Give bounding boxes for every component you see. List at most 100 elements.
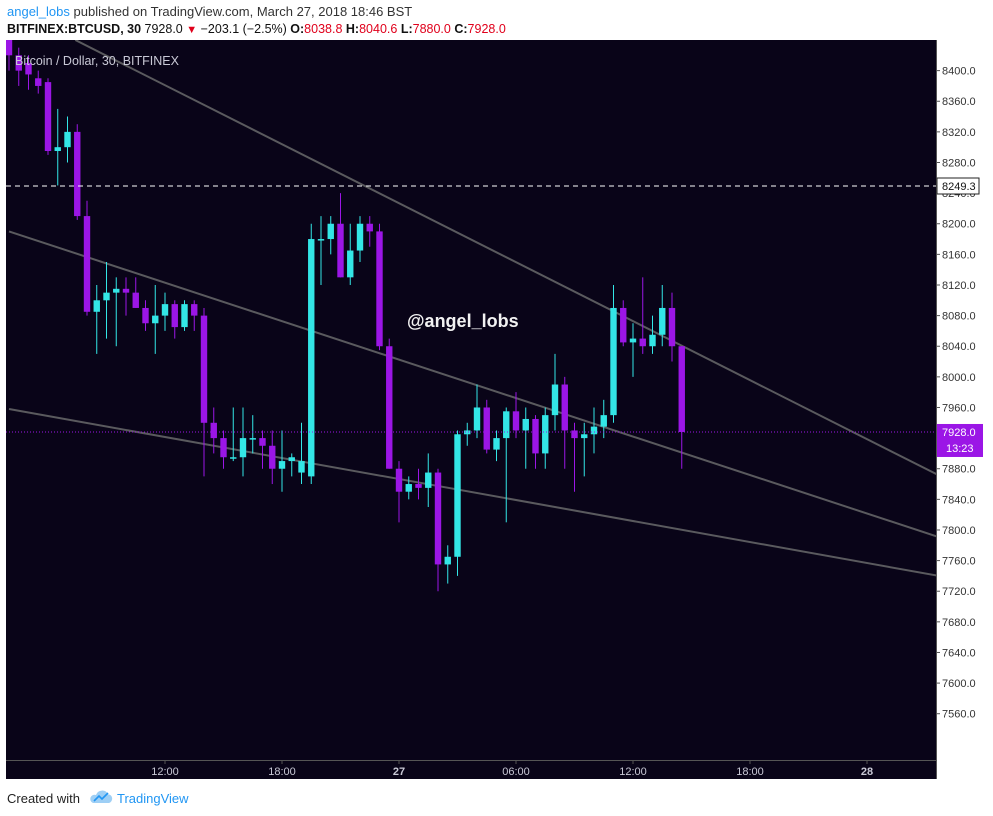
candle-body xyxy=(269,445,276,469)
candle[interactable] xyxy=(561,376,568,469)
candle[interactable] xyxy=(132,277,139,308)
candle[interactable] xyxy=(308,223,315,485)
candle-body xyxy=(6,40,13,56)
candle-body xyxy=(132,292,139,308)
candle[interactable] xyxy=(395,461,403,523)
candle[interactable] xyxy=(366,216,373,247)
candle[interactable] xyxy=(493,430,500,462)
candle[interactable] xyxy=(113,277,120,347)
candle[interactable] xyxy=(171,300,178,339)
candle[interactable] xyxy=(54,108,61,186)
candle[interactable] xyxy=(659,284,666,347)
countdown-label: 13:23 xyxy=(946,443,974,455)
candle[interactable] xyxy=(6,40,13,71)
candle[interactable] xyxy=(142,300,149,331)
candle[interactable] xyxy=(298,422,305,485)
candle[interactable] xyxy=(249,415,256,454)
price-axis[interactable]: 8400.08360.08320.08280.08240.08200.08160… xyxy=(936,40,993,779)
candle[interactable] xyxy=(454,430,461,576)
candle[interactable] xyxy=(337,193,344,278)
trendline-3[interactable] xyxy=(8,408,936,587)
candle-body xyxy=(493,438,500,450)
candle[interactable] xyxy=(347,223,354,285)
price-tick-label: 7720.0 xyxy=(942,586,976,598)
candle-body xyxy=(386,346,393,469)
candle-body xyxy=(395,468,403,492)
candle[interactable] xyxy=(122,277,130,316)
candle[interactable] xyxy=(103,262,110,339)
candle[interactable] xyxy=(161,292,169,331)
candle[interactable] xyxy=(571,422,578,492)
candle[interactable] xyxy=(239,407,247,477)
candle[interactable] xyxy=(522,407,529,469)
candle[interactable] xyxy=(191,300,198,331)
candle[interactable] xyxy=(376,223,383,351)
candle[interactable] xyxy=(200,307,208,477)
candle[interactable] xyxy=(181,300,188,331)
candle[interactable] xyxy=(649,315,656,354)
candle[interactable] xyxy=(74,124,81,220)
candle[interactable] xyxy=(532,415,539,469)
candle[interactable] xyxy=(444,545,451,584)
candle[interactable] xyxy=(44,78,52,155)
candle[interactable] xyxy=(386,338,393,469)
candle[interactable] xyxy=(415,468,422,500)
candle[interactable] xyxy=(542,407,549,469)
chart-header: angel_lobs published on TradingView.com,… xyxy=(0,0,993,40)
candle[interactable] xyxy=(210,407,217,454)
candle[interactable] xyxy=(590,407,598,454)
close-value: 7928.0 xyxy=(467,22,506,36)
price-tick-label: 7800.0 xyxy=(942,525,976,537)
candle[interactable] xyxy=(25,55,32,90)
candle-body xyxy=(542,415,549,454)
candle[interactable] xyxy=(512,392,520,439)
candlestick-plot: Bitcoin / Dollar, 30, BITFINEX @angel_lo… xyxy=(6,40,936,592)
candle[interactable] xyxy=(64,116,71,163)
candle-body xyxy=(464,430,471,435)
candle[interactable] xyxy=(152,284,159,354)
candle-body xyxy=(327,223,334,240)
candle[interactable] xyxy=(483,399,490,454)
candle[interactable] xyxy=(639,277,646,354)
created-with-label: Created with xyxy=(7,791,80,806)
candle[interactable] xyxy=(317,216,325,285)
candle[interactable] xyxy=(425,453,432,508)
candle[interactable] xyxy=(288,453,295,477)
author-link[interactable]: angel_lobs xyxy=(7,4,70,19)
candle[interactable] xyxy=(503,407,510,523)
candle[interactable] xyxy=(327,216,334,255)
candle[interactable] xyxy=(581,422,588,477)
candle[interactable] xyxy=(220,430,227,469)
candle[interactable] xyxy=(230,407,237,462)
candle-body xyxy=(571,430,578,439)
trendline-1[interactable] xyxy=(74,40,936,505)
candle[interactable] xyxy=(405,476,412,500)
candle[interactable] xyxy=(473,384,481,439)
price-tick-label: 7760.0 xyxy=(942,556,976,568)
trendline-2[interactable] xyxy=(8,230,936,556)
time-tick-label: 06:00 xyxy=(502,766,530,778)
candle[interactable] xyxy=(259,430,266,469)
candle[interactable] xyxy=(83,200,91,316)
tradingview-link[interactable]: TradingView xyxy=(117,791,189,806)
candle[interactable] xyxy=(278,430,286,492)
candle[interactable] xyxy=(93,284,100,354)
candle-body xyxy=(220,438,227,458)
candle[interactable] xyxy=(551,353,559,431)
candle[interactable] xyxy=(35,70,42,94)
time-tick-label: 12:00 xyxy=(619,766,647,778)
candle[interactable] xyxy=(356,216,364,263)
candle[interactable] xyxy=(15,47,22,86)
candle[interactable] xyxy=(668,292,676,362)
candle[interactable] xyxy=(269,430,276,485)
price-tick-label: 8120.0 xyxy=(942,280,976,292)
candle[interactable] xyxy=(629,323,637,377)
candle-body xyxy=(259,438,266,446)
candle[interactable] xyxy=(620,300,627,347)
chart-area[interactable]: Bitcoin / Dollar, 30, BITFINEX @angel_lo… xyxy=(6,40,936,779)
candle[interactable] xyxy=(434,468,442,592)
candle[interactable] xyxy=(610,284,617,423)
candle[interactable] xyxy=(678,346,685,469)
candle[interactable] xyxy=(464,422,471,446)
